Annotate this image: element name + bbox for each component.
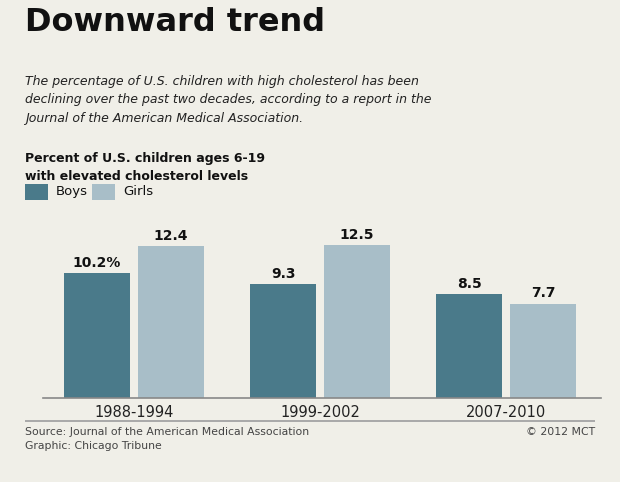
Text: 10.2%: 10.2% (73, 256, 122, 270)
Bar (250, 284, 316, 398)
Text: 12.4: 12.4 (154, 229, 188, 243)
Text: 8.5: 8.5 (457, 277, 481, 291)
Bar (324, 245, 391, 398)
Text: Downward trend: Downward trend (25, 7, 325, 38)
Bar (138, 246, 205, 398)
Text: The percentage of U.S. children with high cholesterol has been
declining over th: The percentage of U.S. children with hig… (25, 75, 432, 125)
Text: © 2012 MCT: © 2012 MCT (526, 427, 595, 437)
Bar (510, 304, 577, 398)
Text: Percent of U.S. children ages 6-19
with elevated cholesterol levels: Percent of U.S. children ages 6-19 with … (25, 152, 265, 183)
Text: Source: Journal of the American Medical Association
Graphic: Chicago Tribune: Source: Journal of the American Medical … (25, 427, 309, 451)
Bar (64, 273, 130, 398)
Text: 7.7: 7.7 (531, 286, 556, 300)
Text: 9.3: 9.3 (271, 267, 295, 281)
Bar (436, 294, 502, 398)
Text: Boys: Boys (56, 186, 88, 198)
Text: Girls: Girls (123, 186, 153, 198)
Text: 12.5: 12.5 (340, 228, 374, 242)
